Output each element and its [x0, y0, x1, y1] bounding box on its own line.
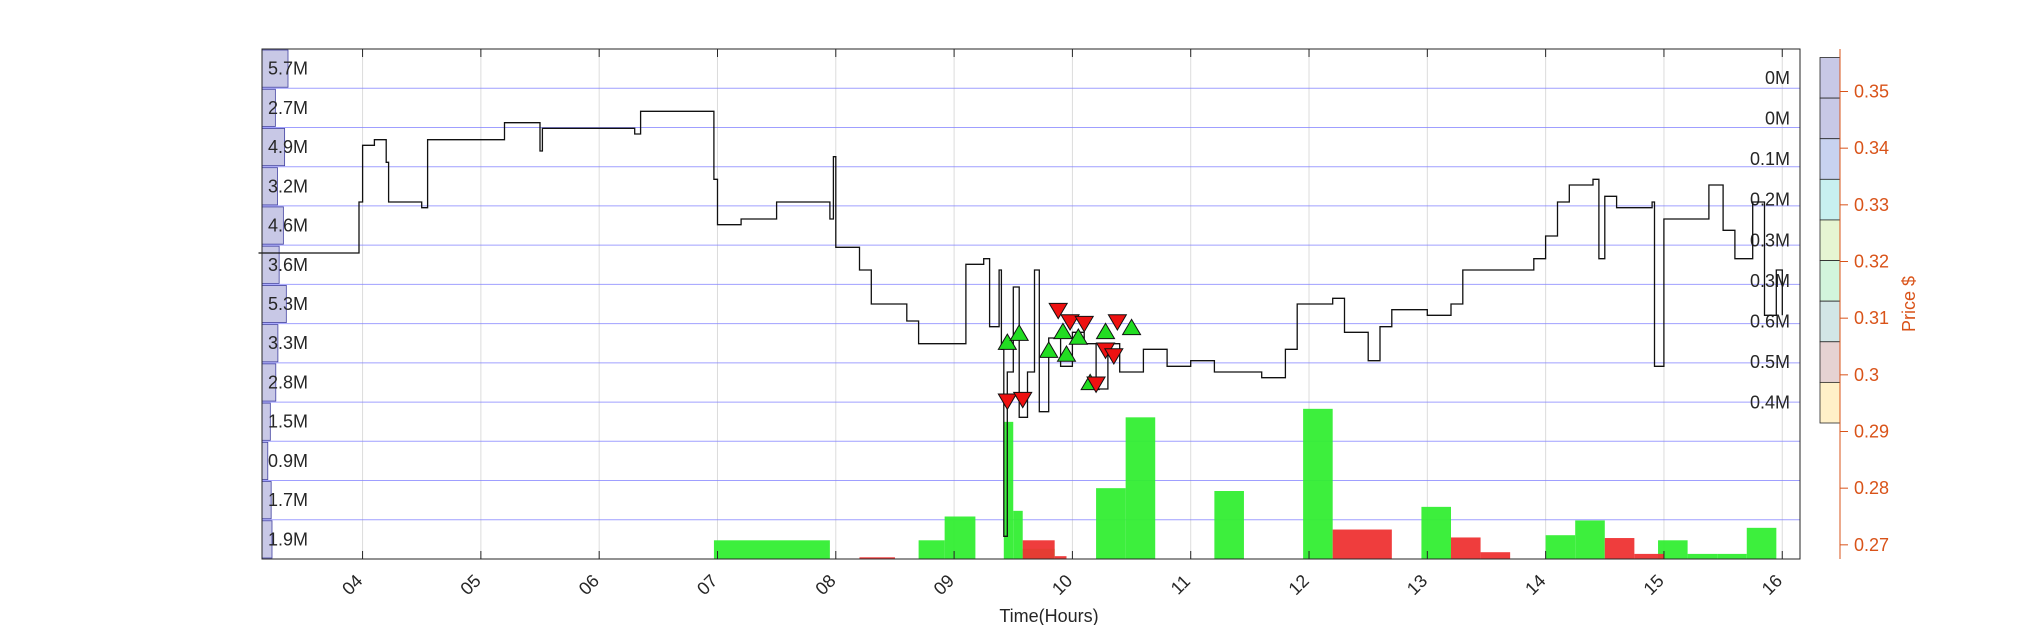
volume-bar-sell	[1332, 529, 1392, 559]
volume-bar-sell	[1634, 553, 1664, 559]
right-profile-label: 0.6M	[1750, 311, 1790, 331]
volume-bar-buy	[713, 540, 830, 559]
x-axis-label: Time(Hours)	[999, 606, 1098, 625]
volume-bar-sell	[1022, 540, 1055, 559]
right-profile-label: 0.3M	[1750, 271, 1790, 291]
volume-bar-buy	[1003, 421, 1014, 559]
sell-marker	[1086, 376, 1106, 394]
right-profile-label: 0.4M	[1750, 393, 1790, 413]
volume-bar-buy	[1421, 506, 1451, 559]
right-profile-bar	[1819, 138, 1841, 180]
sell-marker	[1074, 315, 1095, 333]
left-volume-profile: 5.7M 2.7M 4.9M 3.2M 4.6M 3.6M 5.3M 3.3M 2.8M 1.5M…	[261, 49, 308, 559]
buy-marker	[997, 333, 1018, 350]
volume-bar-sell	[1480, 552, 1511, 559]
left-profile-label: 1.7M	[268, 490, 308, 510]
right-y-axis: 0.27 0.28 0.29 0.3 0.31 0.32 0.33 0.34 0.35	[1840, 82, 1889, 555]
y-tick-label: 0.3	[1854, 365, 1879, 385]
right-profile-label: 0M	[1765, 108, 1790, 128]
volume-bar-sell	[859, 557, 895, 559]
right-profile-label: 0M	[1765, 68, 1790, 88]
sell-marker	[1012, 391, 1033, 409]
sell-marker	[997, 393, 1018, 411]
left-profile-label: 4.6M	[268, 216, 308, 236]
right-profile-bar	[1819, 57, 1841, 99]
right-profile-bar	[1819, 260, 1841, 302]
volume-bar-buy	[1687, 553, 1718, 559]
volume-bar-buy	[1575, 520, 1605, 559]
price-series	[258, 110, 1783, 537]
volume-bars	[713, 408, 1777, 559]
volume-bar-sell	[1054, 556, 1067, 559]
right-profile-label: 0.1M	[1750, 149, 1790, 169]
volume-bar-sell	[1604, 538, 1635, 559]
y-tick-label: 0.31	[1854, 308, 1889, 328]
right-profile-bar	[1819, 97, 1841, 140]
buy-marker	[1121, 318, 1142, 336]
y-axis-label: Price $	[1899, 276, 1919, 332]
left-profile-label: 5.7M	[268, 59, 308, 79]
left-profile-label: 3.3M	[268, 333, 308, 353]
left-profile-bar	[261, 284, 287, 324]
right-profile-bar	[1819, 219, 1841, 261]
left-profile-label: 4.9M	[268, 137, 308, 157]
right-profile-label: 0.3M	[1750, 230, 1790, 250]
left-profile-label: 1.5M	[268, 412, 308, 432]
volume-bar-buy	[1545, 535, 1576, 559]
sell-marker	[1048, 302, 1069, 320]
buy-marker	[1038, 341, 1059, 358]
y-tick-label: 0.28	[1854, 478, 1889, 498]
volume-bar-buy	[1303, 408, 1333, 559]
volume-bar-buy	[1125, 417, 1156, 559]
right-profile-bar	[1819, 341, 1841, 383]
y-tick-label: 0.29	[1854, 422, 1889, 442]
volume-bar-sell	[1450, 537, 1481, 559]
left-profile-label: 3.6M	[268, 255, 308, 275]
left-profile-label: 1.9M	[268, 529, 308, 549]
y-tick-label: 0.32	[1854, 252, 1889, 272]
volume-bar-buy	[1717, 553, 1747, 559]
left-profile-label: 5.3M	[268, 294, 308, 314]
volume-bar-buy	[918, 540, 945, 559]
volume-bar-buy	[1214, 491, 1244, 559]
buy-marker	[1068, 328, 1089, 345]
left-profile-label: 0.9M	[268, 451, 308, 471]
buy-marker	[1095, 322, 1116, 340]
buy-marker	[1056, 345, 1077, 362]
buy-marker	[1009, 324, 1030, 341]
y-tick-label: 0.33	[1854, 195, 1889, 215]
right-profile-bar	[1819, 300, 1841, 343]
sell-marker	[1060, 314, 1080, 331]
left-profile-bar	[261, 49, 289, 88]
plot-area	[262, 49, 1800, 559]
sell-marker	[1107, 314, 1128, 331]
right-profile-bar	[1819, 381, 1841, 424]
sell-marker	[1103, 348, 1124, 365]
right-profile-label: 0.2M	[1750, 190, 1790, 210]
left-profile-label: 2.7M	[268, 98, 308, 118]
volume-bar-buy	[1096, 488, 1126, 559]
y-tick-label: 0.34	[1854, 138, 1889, 158]
left-profile-label: 2.8M	[268, 372, 308, 392]
grid-lines	[262, 49, 1800, 559]
price-line	[258, 110, 1783, 537]
y-tick-label: 0.27	[1854, 535, 1889, 555]
trade-markers	[997, 302, 1142, 411]
plot-border	[261, 48, 1801, 560]
left-profile-bar	[261, 441, 269, 480]
y-tick-label: 0.35	[1854, 82, 1889, 102]
right-profile-label: 0.5M	[1750, 352, 1790, 372]
volume-bar-buy	[1746, 527, 1777, 559]
volume-bar-buy	[1658, 540, 1688, 559]
volume-bar-buy	[944, 516, 976, 559]
right-profile-bar	[1819, 178, 1841, 221]
buy-marker	[1053, 322, 1073, 340]
left-profile-label: 3.2M	[268, 176, 308, 196]
volume-bar-buy	[1013, 510, 1023, 559]
